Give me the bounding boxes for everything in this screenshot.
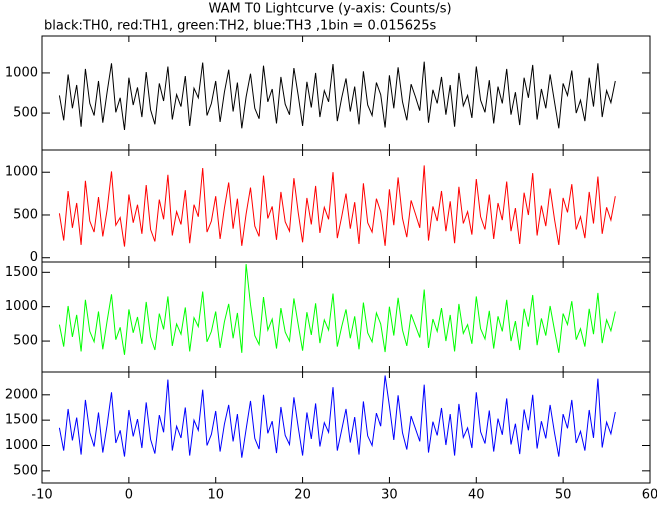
y-tick-label: 0 <box>30 250 38 265</box>
x-tick-label: -10 <box>31 488 52 503</box>
chart-title: WAM T0 Lightcurve (y-axis: Counts/s) <box>208 2 451 17</box>
y-tick-label: 1000 <box>5 65 38 80</box>
lightcurve <box>58 375 616 458</box>
y-tick-label: 1500 <box>5 413 38 428</box>
y-tick-label: 500 <box>13 334 38 349</box>
x-tick-label: 40 <box>468 488 485 503</box>
y-tick-label: 1000 <box>5 299 38 314</box>
y-tick-label: 500 <box>13 106 38 121</box>
x-tick-label: 60 <box>642 488 657 503</box>
lightcurve <box>58 264 616 355</box>
y-tick-label: 500 <box>13 207 38 222</box>
y-tick-label: 1500 <box>5 265 38 280</box>
panel-frame <box>41 35 651 151</box>
x-tick-label: 0 <box>125 488 133 503</box>
lightcurve <box>58 165 616 247</box>
y-tick-label: 500 <box>13 463 38 478</box>
x-tick-label: 30 <box>381 488 398 503</box>
panel-frame <box>41 149 651 263</box>
lightcurve <box>58 61 616 130</box>
y-tick-label: 1000 <box>5 438 38 453</box>
x-tick-label: 10 <box>207 488 224 503</box>
chart-subtitle: black:TH0, red:TH1, green:TH2, blue:TH3 … <box>44 19 437 34</box>
y-tick-label: 2000 <box>5 387 38 402</box>
x-tick-label: 50 <box>555 488 572 503</box>
x-tick-label: 20 <box>294 488 311 503</box>
panel-frame <box>41 371 651 484</box>
panel-frame <box>41 261 651 373</box>
y-tick-label: 1000 <box>5 165 38 180</box>
